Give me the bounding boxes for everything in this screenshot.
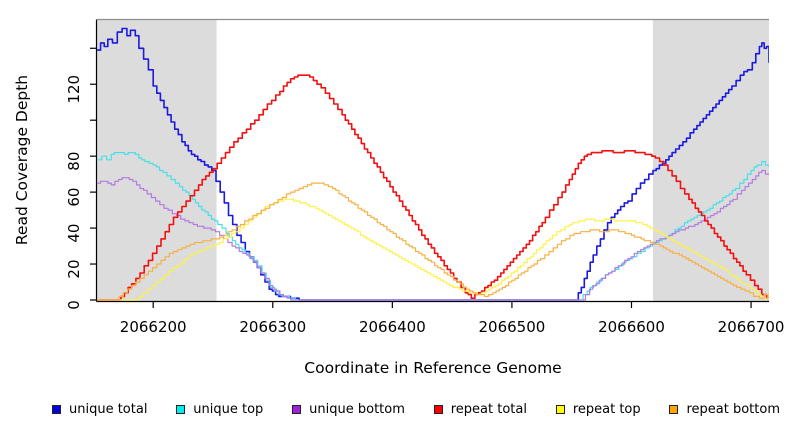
x-axis-title: Coordinate in Reference Genome <box>304 359 561 377</box>
y-tick-label: 60 <box>65 188 83 207</box>
x-tick-label: 2066200 <box>120 318 187 336</box>
y-tick-label: 40 <box>65 224 83 243</box>
legend-swatch-icon <box>555 404 565 414</box>
series-line-unique-bottom <box>97 169 769 301</box>
legend-label: repeat bottom <box>686 401 780 417</box>
legend-item-unique-bottom: unique bottom <box>292 402 405 417</box>
x-tick-label: 2066500 <box>479 318 546 336</box>
legend-swatch-icon <box>433 404 443 414</box>
shaded-repeat-region <box>653 19 769 302</box>
x-tick-label: 2066600 <box>598 318 665 336</box>
legend-label: repeat top <box>572 401 641 417</box>
x-tick-label: 2066700 <box>718 318 785 336</box>
x-tick-label: 2066300 <box>239 318 306 336</box>
legend-item-unique-top: unique top <box>176 402 263 417</box>
legend-label: unique bottom <box>309 401 405 417</box>
series-line-repeat-total <box>97 74 769 301</box>
legend-item-repeat-bottom: repeat bottom <box>669 402 780 417</box>
y-tick-label: 0 <box>65 300 83 310</box>
legend-swatch-icon <box>669 404 679 414</box>
shaded-repeat-region <box>97 19 217 302</box>
legend-item-unique-total: unique total <box>52 402 147 417</box>
legend-label: unique top <box>193 401 264 417</box>
y-tick-label: 20 <box>65 259 83 278</box>
legend-item-repeat-top: repeat top <box>555 401 641 417</box>
legend-swatch-icon <box>176 404 186 414</box>
series-line-repeat-top <box>97 198 769 301</box>
legend-label: repeat total <box>450 401 527 417</box>
x-tick-label: 2066400 <box>359 318 426 336</box>
legend-swatch-icon <box>292 404 302 414</box>
legend-label: unique total <box>69 401 148 417</box>
legend-swatch-icon <box>52 404 61 414</box>
y-axis-title: Read Coverage Depth <box>13 75 31 245</box>
series-line-repeat-bottom <box>97 182 769 301</box>
y-tick-label: 120 <box>65 75 83 104</box>
y-tick-label: 80 <box>65 152 83 171</box>
legend: unique total unique top unique bottom repea… <box>52 401 780 417</box>
legend-item-repeat-total: repeat total <box>433 401 527 417</box>
